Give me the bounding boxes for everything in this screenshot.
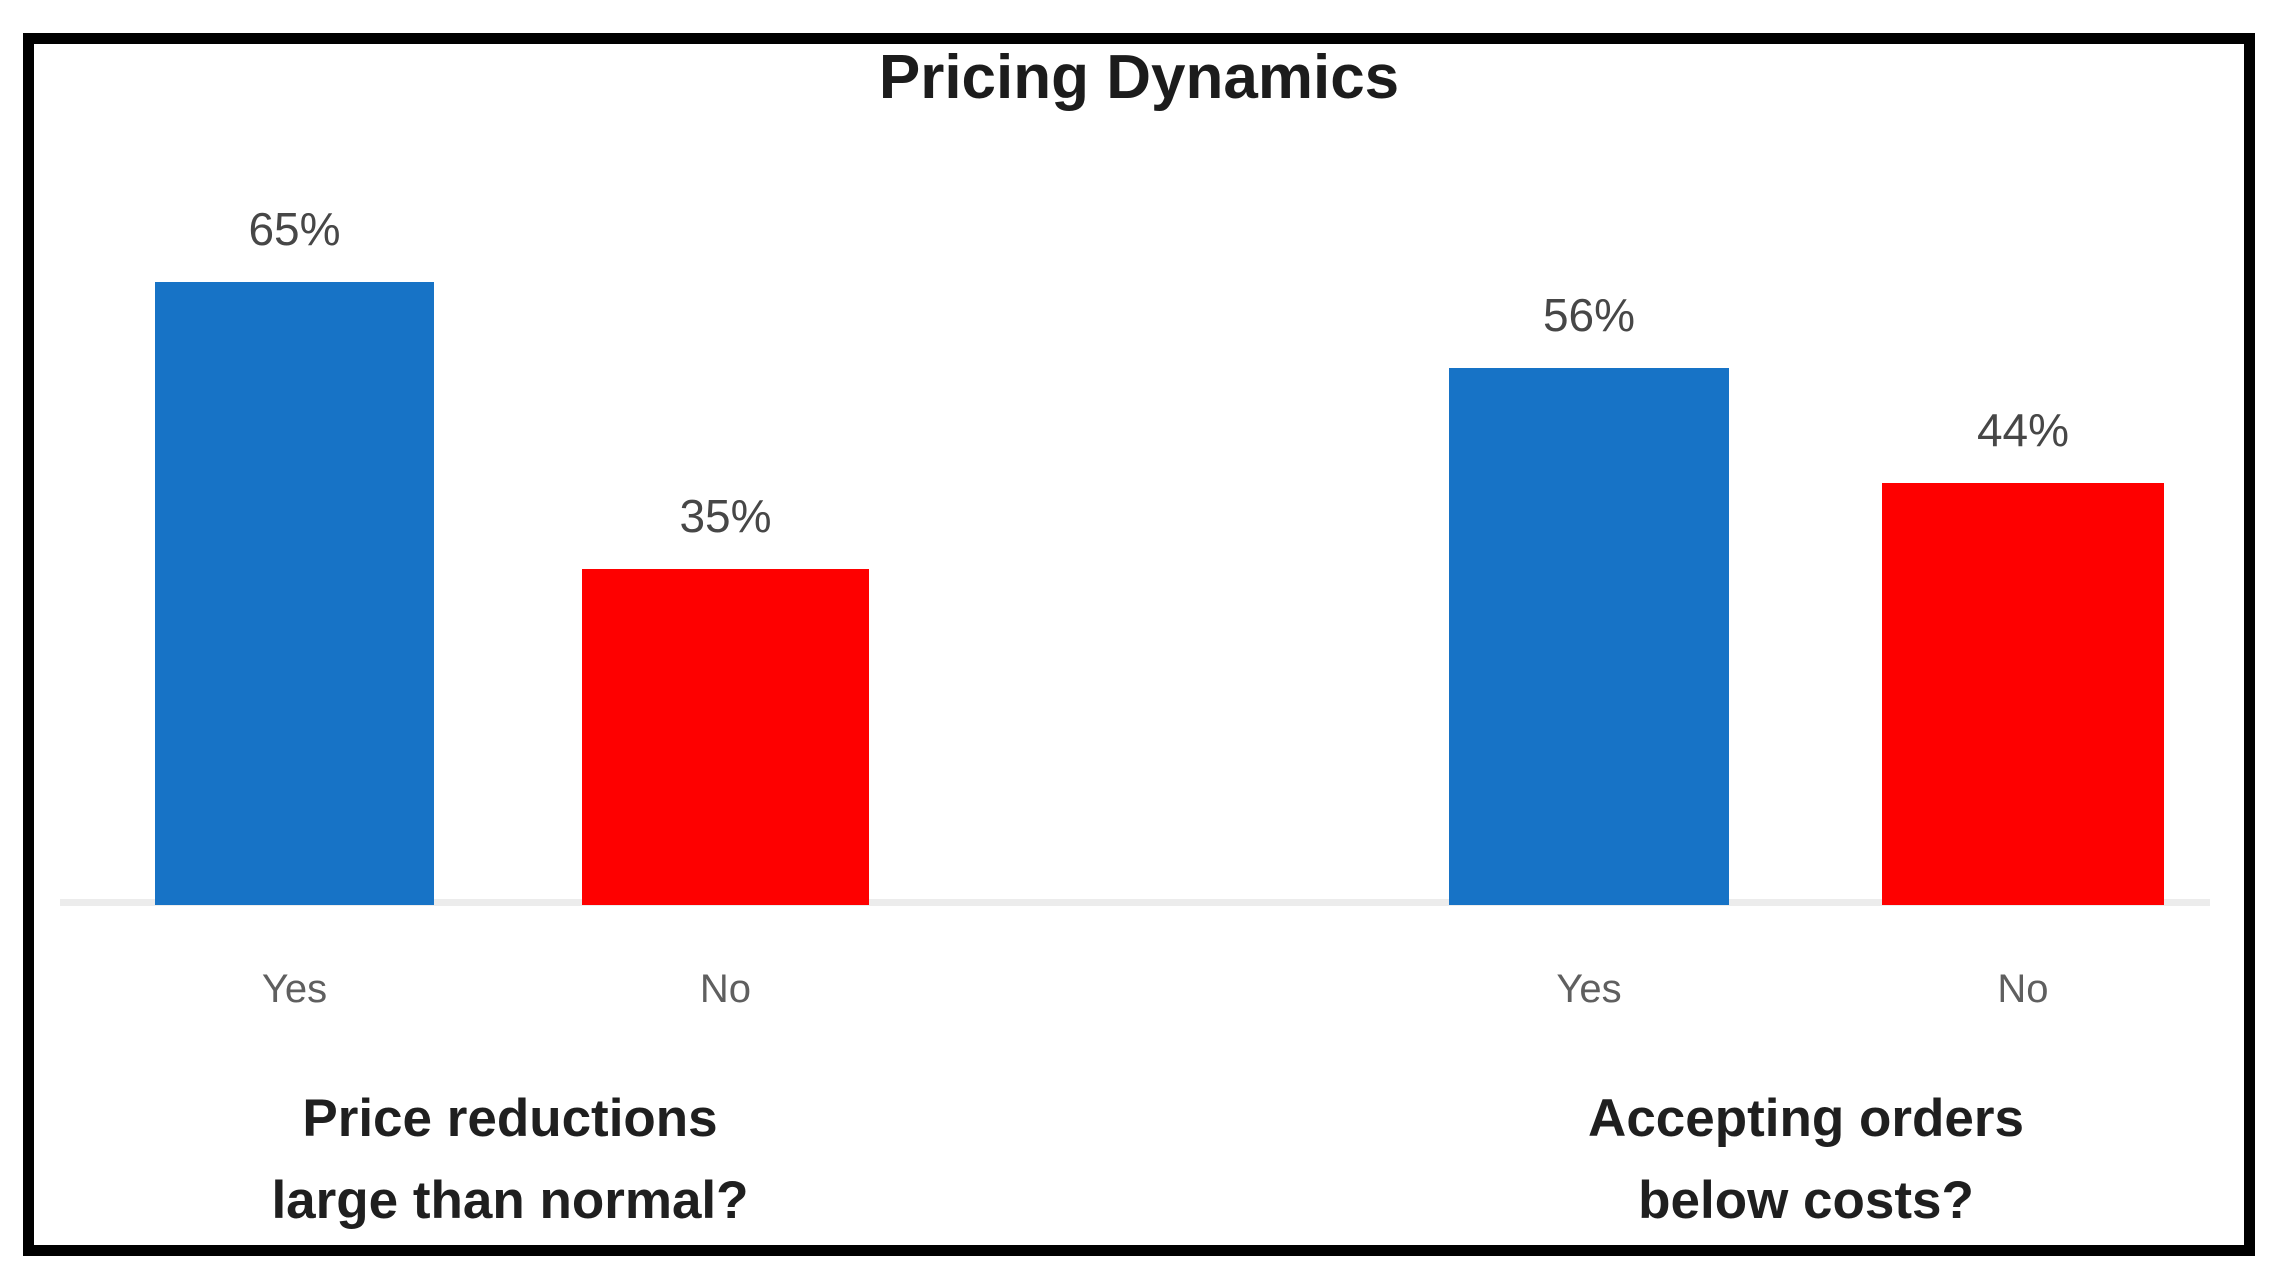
bar-value-label: 56% <box>1542 289 1636 341</box>
group1-question: Price reductions large than normal? <box>60 1078 960 1242</box>
bar-value-label: 44% <box>1976 404 2070 456</box>
tick-label-group1-no: No <box>699 967 752 1011</box>
group2-question: Accepting orders below costs? <box>1356 1078 2256 1242</box>
bar-column-group2-yes: 56% Yes <box>1449 288 1729 1011</box>
bar-group1-no <box>582 569 869 905</box>
chart-title: Pricing Dynamics <box>878 43 1400 112</box>
bar-value-label: 65% <box>248 203 341 255</box>
bar-group1-yes <box>155 282 434 905</box>
bar-group2-yes <box>1449 368 1729 905</box>
bar-column-group1-no: 35% No <box>582 489 869 1011</box>
group2-question-line1: Accepting orders <box>1588 1089 2024 1148</box>
bar-group2-no <box>1882 483 2164 905</box>
x-axis-line <box>60 899 2210 906</box>
tick-label-group1-yes: Yes <box>261 967 328 1011</box>
tick-label-group2-yes: Yes <box>1556 967 1622 1011</box>
tick-label-group2-no: No <box>1997 967 2049 1011</box>
group2-question-line2: below costs? <box>1638 1171 1974 1231</box>
bar-column-group1-yes: 65% Yes <box>155 202 434 1011</box>
bar-value-label: 35% <box>679 490 772 542</box>
group1-question-line2: large than normal? <box>271 1171 749 1231</box>
bar-column-group2-no: 44% No <box>1882 403 2164 1011</box>
group1-question-line1: Price reductions <box>302 1089 718 1148</box>
